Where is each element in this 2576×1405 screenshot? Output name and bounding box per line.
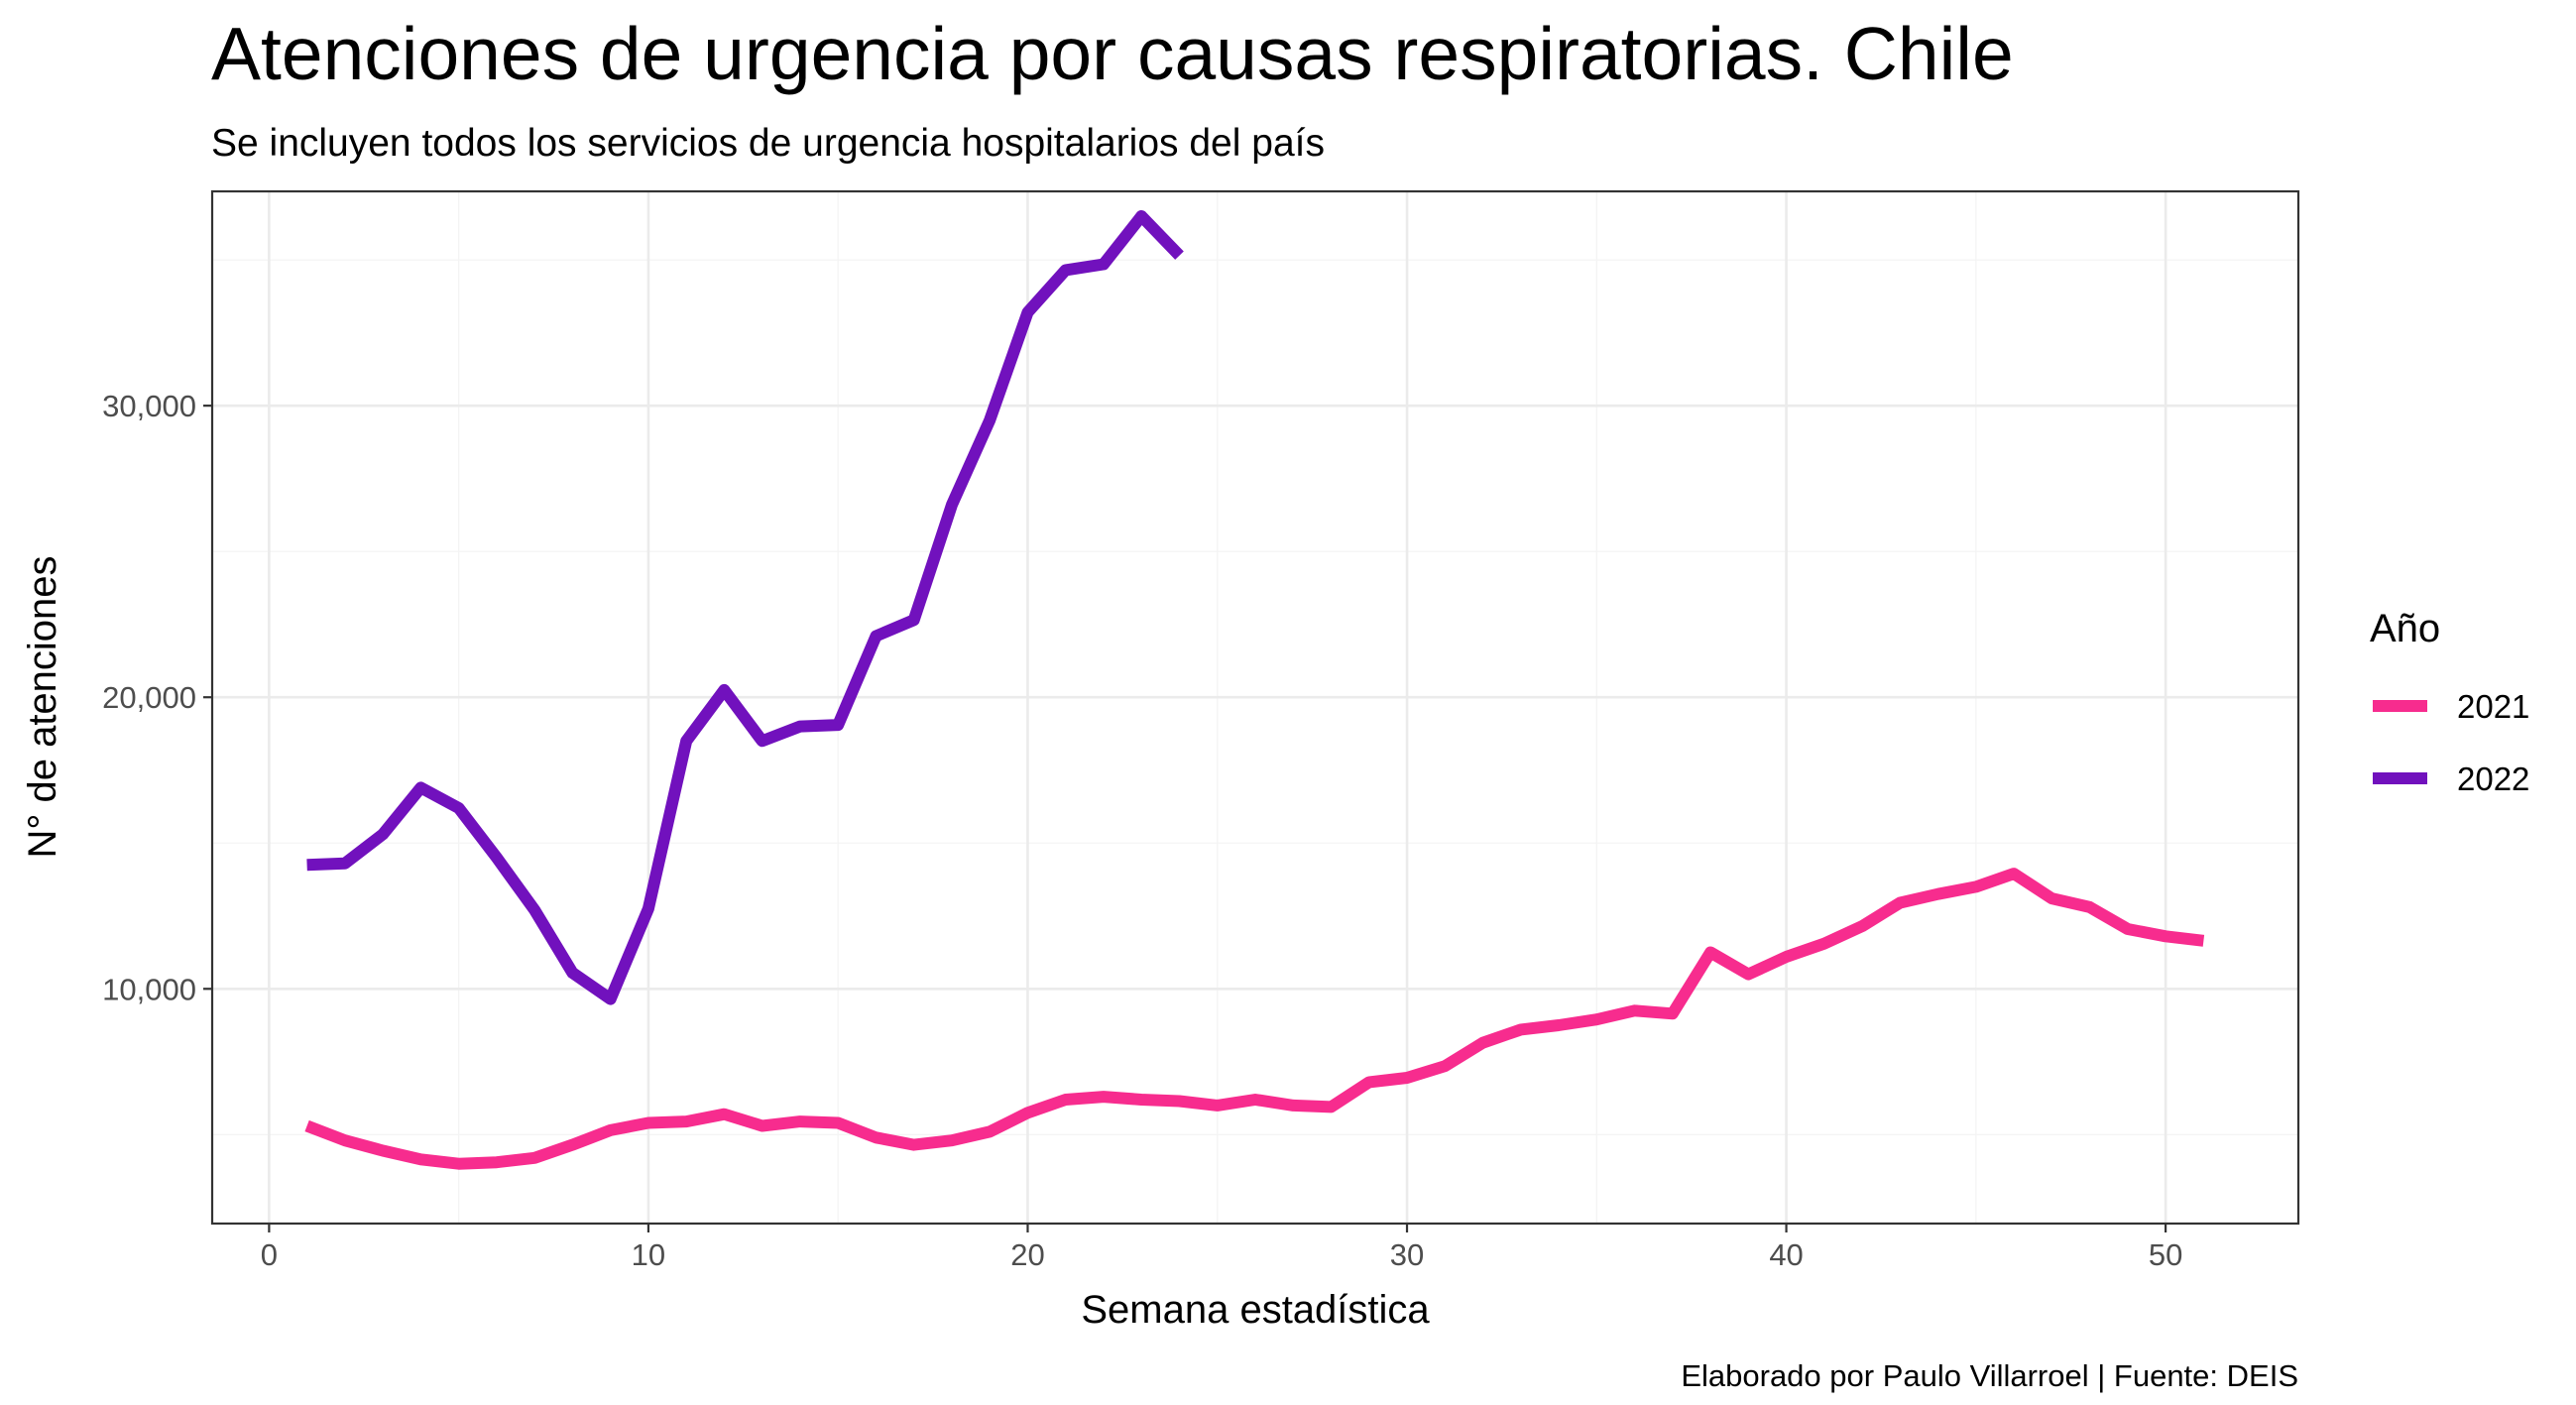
x-tick-label: 50 (2149, 1237, 2182, 1272)
chart-title: Atenciones de urgencia por causas respir… (211, 12, 2014, 95)
legend-title: Año (2370, 607, 2440, 650)
legend-label-2022: 2022 (2457, 761, 2529, 797)
series-line-2022 (306, 210, 1184, 1005)
x-tick-label: 30 (1390, 1237, 1424, 1272)
panel-border (210, 189, 2300, 1226)
grid-minor-lines (212, 191, 2298, 1224)
y-tick-label: 10,000 (102, 972, 196, 1006)
x-tick-label: 40 (1769, 1237, 1803, 1272)
x-axis: 0 10 20 30 40 50 (261, 1224, 2182, 1272)
caption: Elaborado por Paulo Villarroel | Fuente:… (1681, 1358, 2298, 1393)
plot-panel (210, 189, 2300, 1226)
y-tick-label: 30,000 (102, 389, 196, 423)
x-axis-title: Semana estadística (1081, 1288, 1430, 1332)
y-tick-label: 20,000 (102, 680, 196, 715)
x-tick-label: 10 (632, 1237, 665, 1272)
grid-major-lines (212, 191, 2298, 1224)
panel-background (212, 191, 2298, 1224)
x-tick-label: 0 (261, 1237, 278, 1272)
x-tick-label: 20 (1010, 1237, 1044, 1272)
y-axis: 10,000 20,000 30,000 (102, 389, 212, 1006)
legend-items: 2021 2022 (2373, 688, 2529, 797)
legend: Año 2021 2022 (2370, 607, 2529, 797)
y-axis-title: N° de atenciones (21, 555, 64, 858)
series-line-2021 (304, 868, 2205, 1170)
series-lines (304, 210, 2205, 1170)
chart-subtitle: Se incluyen todos los servicios de urgen… (211, 122, 1325, 165)
legend-label-2021: 2021 (2457, 688, 2529, 725)
